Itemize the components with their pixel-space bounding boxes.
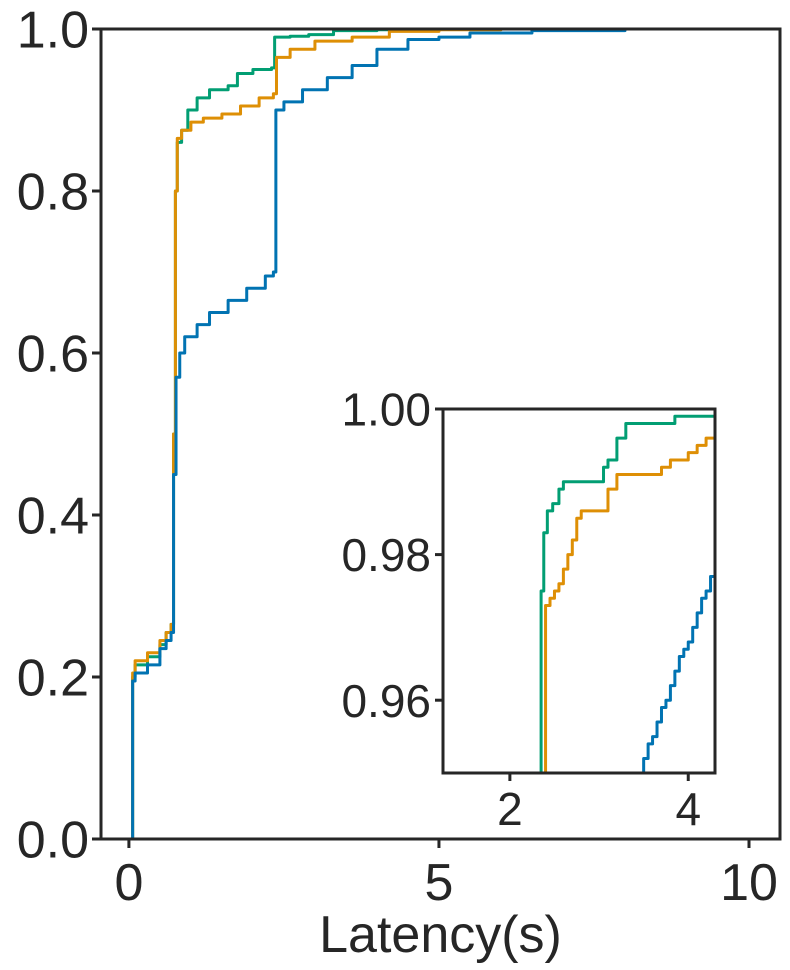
main-x-axis-label: Latency(s) — [319, 906, 562, 964]
inset-series-line-2 — [443, 430, 715, 773]
inset-series-line-1 — [443, 414, 715, 773]
main-series-line-3 — [131, 27, 749, 839]
main-y-tick-label: 1.0 — [17, 2, 89, 60]
main-y-tick-label: 0.4 — [17, 488, 89, 546]
inset-plot: 2 4 0.96 0.98 1.00 — [341, 384, 717, 835]
main-series-line-2 — [131, 27, 749, 839]
main-x-tick-label: 5 — [424, 854, 453, 912]
main-y-tick-label: 0.6 — [17, 326, 89, 384]
inset-y-tick-label: 0.96 — [341, 675, 431, 727]
inset-x-tick-label: 2 — [497, 783, 523, 835]
inset-y-tick-label: 1.00 — [341, 384, 431, 436]
main-y-tick-label: 0.2 — [17, 650, 89, 708]
main-y-tick-label: 0.8 — [17, 164, 89, 222]
main-x-tick-label: 0 — [114, 854, 143, 912]
inset-x-tick-label: 4 — [675, 783, 701, 835]
inset-frame — [441, 407, 717, 775]
inset-series-line-3 — [639, 569, 715, 773]
main-x-tick-label: 10 — [720, 854, 778, 912]
main-y-tick-label: 0.0 — [17, 812, 89, 870]
inset-y-tick-label: 0.98 — [341, 529, 431, 581]
main-frame — [99, 27, 782, 841]
main-plot: 0 5 10 0.0 0.2 0.4 0.6 0.8 1.0 Latency(s) — [17, 2, 782, 964]
inset-background — [443, 409, 715, 773]
